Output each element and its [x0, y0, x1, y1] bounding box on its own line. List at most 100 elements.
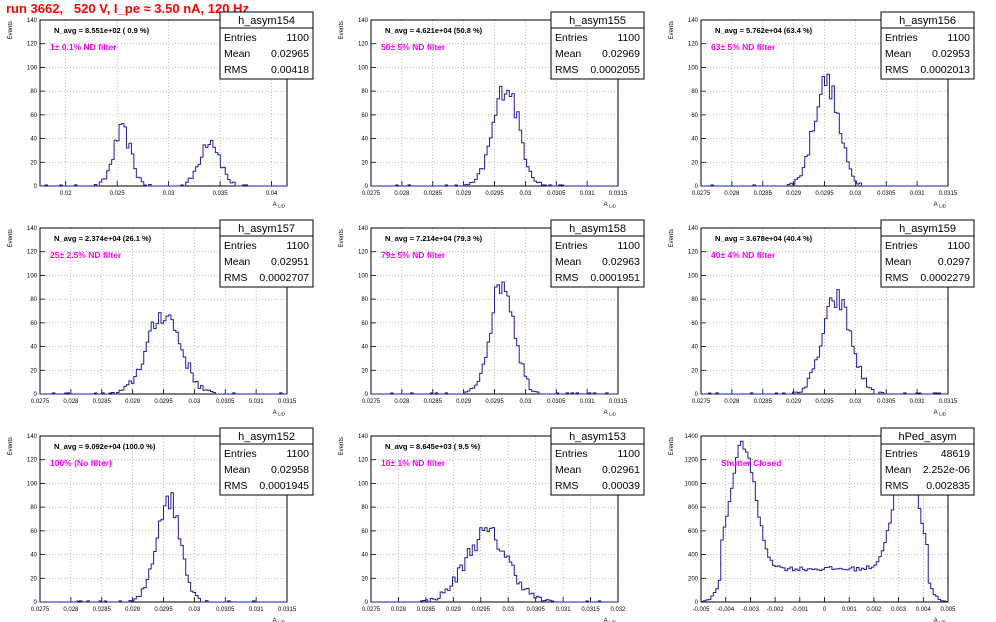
y-tick-label: 0	[34, 184, 38, 190]
stat-mean-label: Mean	[555, 48, 581, 60]
x-tick-label: 0.0285	[93, 607, 112, 613]
stat-mean-value: 0.02965	[271, 48, 309, 60]
x-tick-label: 0.028	[63, 399, 79, 405]
stat-entries-label: Entries	[555, 240, 588, 252]
x-tick-label: -0.001	[791, 607, 809, 613]
x-tick-label: 0.0315	[609, 191, 628, 197]
y-tick-label: 80	[361, 505, 368, 511]
y-tick-label: 40	[691, 345, 698, 351]
stat-entries-value: 1100	[286, 240, 309, 252]
histogram-panel-h_asym152: 0.0275 0.028 0.0285 0.029 0.0295 0.03 0.0305 0.…	[8, 427, 314, 622]
y-axis-title: Events	[8, 437, 14, 455]
x-tick-label: 0.035	[213, 191, 229, 197]
y-tick-label: 0	[34, 392, 38, 398]
stat-entries-value: 1100	[286, 32, 309, 44]
histogram-name: h_asym158	[569, 223, 626, 235]
stat-entries-label: Entries	[555, 448, 588, 460]
stat-rms-label: RMS	[885, 272, 908, 284]
x-axis-title: A LID	[604, 618, 617, 622]
y-tick-label: 1400	[685, 434, 699, 440]
x-tick-label: 0.03	[850, 191, 862, 197]
stat-mean-label: Mean	[885, 48, 911, 60]
y-tick-label: 100	[27, 273, 38, 279]
stat-rms-label: RMS	[885, 480, 908, 492]
stat-mean-value: 0.02951	[271, 256, 309, 268]
y-tick-label: 20	[691, 160, 698, 166]
histogram-series	[371, 85, 618, 187]
x-tick-label: -0.003	[742, 607, 760, 613]
navg-annotation: N_avg = 8.645e+03 ( 9.5 %)	[385, 442, 481, 451]
y-tick-label: 0	[695, 392, 699, 398]
x-tick-label: 0.028	[63, 607, 79, 613]
x-axis-title: A LID	[934, 410, 947, 417]
y-tick-label: 80	[691, 297, 698, 303]
x-tick-label: 0.0295	[815, 399, 834, 405]
y-tick-label: 100	[358, 273, 369, 279]
stat-rms-label: RMS	[224, 272, 247, 284]
x-tick-label: 0.028	[724, 399, 740, 405]
stat-mean-value: 0.02969	[602, 48, 640, 60]
stats-box: h_asym152 Entries 1100 Mean 0.02958 RMS 0.0001…	[219, 427, 314, 496]
x-tick-label: 0.028	[724, 191, 740, 197]
x-tick-label: 0.031	[580, 399, 596, 405]
y-tick-label: 40	[30, 553, 37, 559]
y-tick-label: 400	[688, 553, 699, 559]
histogram-name: h_asym157	[238, 223, 295, 235]
stats-box-frame	[219, 427, 314, 496]
x-tick-label: 0.032	[610, 607, 626, 613]
y-tick-label: 120	[358, 42, 369, 48]
x-tick-label: 0.031	[580, 191, 596, 197]
x-tick-label: 0.04	[266, 191, 278, 197]
x-tick-label: 0.0285	[754, 399, 773, 405]
y-tick-label: 1000	[685, 481, 699, 487]
y-tick-label: 140	[358, 18, 369, 24]
stat-mean-label: Mean	[885, 256, 911, 268]
x-tick-label: 0.0285	[93, 399, 112, 405]
stats-box-frame	[550, 427, 645, 496]
stat-rms-value: 0.0002055	[590, 64, 640, 76]
y-tick-label: 60	[30, 321, 37, 327]
stat-rms-value: 0.0002013	[920, 64, 970, 76]
y-tick-label: 20	[30, 576, 37, 582]
x-tick-label: 0.029	[786, 191, 802, 197]
x-axis-title: A LID	[604, 202, 617, 209]
x-tick-label: 0.0295	[815, 191, 834, 197]
y-tick-label: 100	[358, 65, 369, 71]
y-tick-label: 0	[695, 184, 699, 190]
y-axis-title: Events	[339, 21, 345, 39]
stat-mean-value: 0.0297	[938, 256, 970, 268]
x-tick-label: 0.028	[394, 191, 410, 197]
y-tick-label: 100	[27, 65, 38, 71]
filter-annotation: 40± 4% ND filter	[711, 250, 776, 260]
y-tick-label: 80	[30, 297, 37, 303]
stat-entries-label: Entries	[885, 32, 918, 44]
filter-annotation: 79± 5% ND filter	[381, 250, 446, 260]
filter-annotation: 50± 5% ND filter	[381, 42, 446, 52]
x-tick-label: 0.0315	[278, 607, 297, 613]
navg-annotation: N_avg = 5.762e+04 (63.4 %)	[715, 26, 813, 35]
stat-rms-value: 0.0001945	[259, 480, 309, 492]
x-tick-label: 0.0295	[154, 399, 173, 405]
x-tick-label: 0.003	[891, 607, 907, 613]
x-tick-label: 0.029	[456, 399, 472, 405]
y-tick-label: 80	[361, 297, 368, 303]
x-tick-label: 0.0315	[939, 191, 958, 197]
x-tick-label: -0.005	[692, 607, 710, 613]
navg-annotation: N_avg = 7.214e+04 (79.3 %)	[385, 234, 483, 243]
stat-mean-label: Mean	[885, 464, 911, 476]
x-tick-label: 0	[823, 607, 827, 613]
x-tick-label: 0.03	[189, 399, 201, 405]
histogram-panel-h_asym155: 0.0275 0.028 0.0285 0.029 0.0295 0.03 0.0305 0.…	[339, 11, 645, 209]
x-tick-label: 0.0295	[485, 399, 504, 405]
stat-mean-value: 2.252e-06	[923, 464, 970, 476]
stats-box-frame	[219, 11, 314, 80]
x-tick-label: 0.0275	[31, 607, 50, 613]
stat-entries-value: 1100	[947, 32, 970, 44]
x-tick-label: 0.0305	[547, 399, 566, 405]
x-tick-label: 0.03	[520, 399, 532, 405]
y-tick-label: 20	[361, 576, 368, 582]
y-tick-label: 200	[688, 576, 699, 582]
stat-entries-label: Entries	[885, 448, 918, 460]
stats-box: h_asym155 Entries 1100 Mean 0.02969 RMS 0.0002…	[550, 11, 645, 80]
